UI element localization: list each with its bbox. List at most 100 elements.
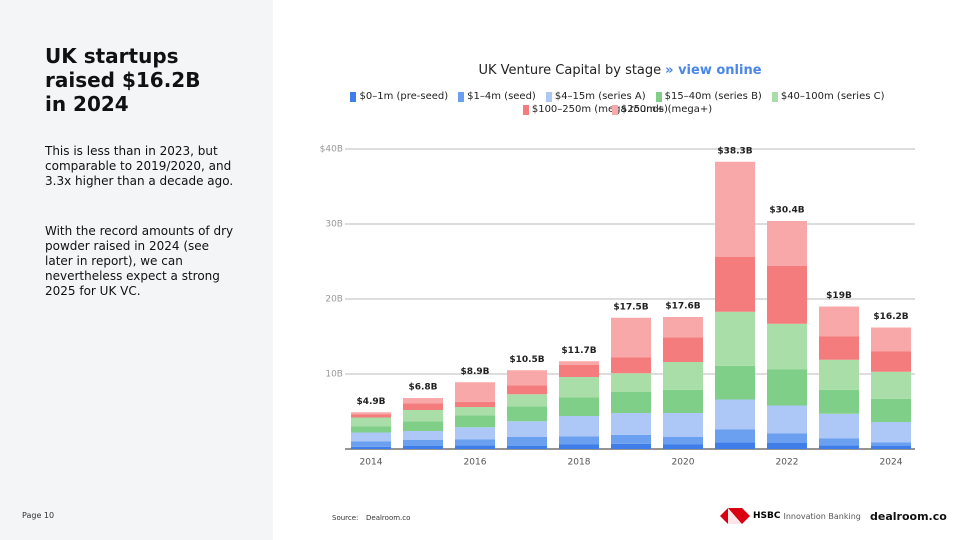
bar-segment (663, 413, 703, 437)
legend-item: $40–100m (series C) (771, 91, 885, 102)
hsbc-mark (720, 508, 750, 524)
legend-item: $250m+ (mega+) (611, 104, 713, 115)
legend-label: $15–40m (series B) (664, 91, 762, 102)
bar-segment (611, 413, 651, 435)
bar-segment (611, 373, 651, 392)
total-label: $19B (826, 291, 852, 301)
heading: UK startups raised $16.2B in 2024 (45, 44, 200, 116)
y-tick-label: $40B (320, 145, 343, 155)
y-tick-label: 20B (325, 295, 343, 305)
bar-segment (351, 446, 391, 449)
total-label: $16.2B (873, 312, 908, 322)
legend-item: $4–15m (series A) (545, 91, 646, 102)
bar-segment (819, 445, 859, 449)
bar-segment (559, 444, 599, 449)
bar-segment (611, 392, 651, 413)
bar-segment (403, 421, 443, 431)
bar-segment (663, 444, 703, 449)
bar-segment (767, 433, 807, 443)
bar-segment (403, 410, 443, 422)
heading-line: in 2024 (45, 92, 129, 116)
legend: $0–1m (pre-seed) $1–4m (seed) $4–15m (seri… (315, 91, 920, 115)
x-tick-label: 2024 (880, 458, 903, 468)
bar-segment (351, 414, 391, 418)
legend-swatch (611, 104, 618, 115)
bar-segment (871, 446, 911, 449)
bar-segment (871, 351, 911, 372)
bar-segment (507, 406, 547, 422)
y-tick-label: 30B (325, 220, 343, 230)
hsbc-sub: Innovation Banking (783, 511, 861, 521)
bar-segment (507, 446, 547, 449)
bar-segment (559, 397, 599, 416)
bar-segment (715, 257, 755, 312)
bar-segment (611, 357, 651, 374)
bar-segment (507, 370, 547, 386)
legend-label: $250m+ (mega+) (620, 104, 713, 115)
bar-segment (767, 369, 807, 406)
legend-item: $0–1m (pre-seed) (350, 91, 448, 102)
dealroom-logo: dealroom.co (870, 510, 947, 523)
total-label: $8.9B (460, 367, 489, 377)
bar-segment (351, 417, 391, 427)
bar-segment (715, 161, 755, 257)
total-label: $38.3B (717, 146, 752, 156)
bar-segment (455, 415, 495, 428)
bar-segment (819, 438, 859, 446)
x-tick-label: 2014 (360, 458, 383, 468)
y-tick-label: 10B (325, 370, 343, 380)
bar-segment (455, 407, 495, 416)
heading-line: raised $16.2B (45, 68, 201, 92)
legend-swatch (545, 91, 552, 102)
bar-segment (455, 401, 495, 407)
bar-segment (403, 431, 443, 440)
bar-segment (663, 437, 703, 445)
x-tick-label: 2022 (776, 458, 799, 468)
bar-segment (871, 422, 911, 443)
legend-item: $15–40m (series B) (655, 91, 762, 102)
bar-segment (455, 445, 495, 449)
chart-title-row: UK Venture Capital by stage» view online (300, 63, 940, 78)
view-online-link[interactable]: » view online (665, 63, 762, 78)
bar-segment (559, 365, 599, 377)
bar-segment (767, 323, 807, 370)
bar-segment (455, 427, 495, 440)
bar-segment (351, 432, 391, 442)
page-number: Page 10 (22, 511, 55, 520)
legend-swatch (522, 104, 529, 115)
paragraph: This is less than in 2023, but comparabl… (45, 144, 234, 188)
bar-segment (507, 437, 547, 446)
bar-segment (819, 389, 859, 414)
bar-segment (715, 442, 755, 449)
total-label: $4.9B (356, 397, 385, 407)
bar-segment (819, 306, 859, 337)
bar-segment (663, 362, 703, 390)
bar-segment (611, 443, 651, 449)
bar-segment (403, 446, 443, 449)
paragraph: With the record amounts of dry powder ra… (45, 224, 234, 298)
legend-label: $100–250m (mega rounds) (531, 104, 668, 115)
hsbc-logo: HSBC Innovation Banking (720, 508, 861, 524)
bar-segment (403, 440, 443, 446)
bar-segment (455, 382, 495, 402)
bar-segment (871, 327, 911, 352)
bar-segment (715, 365, 755, 400)
bar-segment (663, 389, 703, 413)
bar-segment (559, 377, 599, 398)
total-label: $11.7B (561, 346, 596, 356)
total-label: $17.5B (613, 302, 648, 312)
total-label: $17.6B (665, 302, 700, 312)
legend-swatch (771, 91, 778, 102)
bar-segment (767, 266, 807, 324)
bar-segment (351, 426, 391, 433)
bar-segment (819, 413, 859, 439)
legend-label: $0–1m (pre-seed) (359, 91, 449, 102)
bar-segment (507, 385, 547, 395)
x-tick-label: 2018 (568, 458, 591, 468)
bar-segment (871, 442, 911, 446)
bar-segment (767, 405, 807, 434)
bar-segment (819, 359, 859, 390)
bar-segment (663, 337, 703, 362)
legend-label: $40–100m (series C) (780, 91, 885, 102)
